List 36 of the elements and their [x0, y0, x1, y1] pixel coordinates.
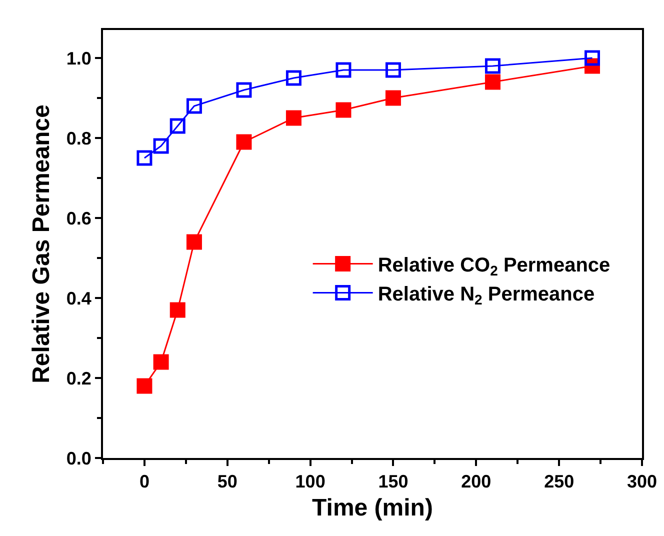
point: [186, 98, 202, 114]
x-tick-label: 250: [544, 472, 574, 492]
point: [484, 58, 500, 74]
point: [286, 70, 302, 86]
y-tick-label: 0.2: [66, 368, 92, 388]
point: [170, 302, 186, 318]
y-tick-label: 1.0: [66, 48, 92, 68]
point: [385, 62, 401, 78]
point: [484, 74, 500, 90]
point: [336, 62, 352, 78]
x-tick-label: 100: [295, 472, 326, 492]
y-axis-title: Relative Gas Permeance: [28, 104, 55, 384]
point: [136, 378, 152, 394]
point: [336, 102, 352, 118]
point: [153, 354, 169, 370]
x-tick-label: 50: [217, 472, 238, 492]
y-tick-label: 0.0: [66, 448, 92, 468]
x-tick-label: 0: [139, 472, 150, 492]
point: [186, 234, 202, 250]
y-tick-label: 0.8: [66, 128, 92, 148]
point: [236, 134, 252, 150]
legend-label: Relative CO$_{2}$ Permeance: [378, 254, 610, 279]
x-tick-label: 200: [461, 472, 492, 492]
x-tick-label: 300: [626, 472, 658, 492]
point: [170, 118, 186, 134]
y-tick-label: 0.4: [66, 288, 92, 308]
x-tick-label: 150: [378, 472, 408, 492]
legend-label: Relative N$_{2}$ Permeance: [378, 284, 595, 308]
point: [385, 90, 401, 106]
point: [136, 150, 152, 166]
point: [286, 110, 302, 126]
point: [236, 82, 252, 98]
y-tick-label: 0.6: [66, 208, 92, 228]
point: [584, 50, 600, 66]
x-axis-title: Time (min): [312, 494, 433, 522]
point: [153, 138, 169, 154]
